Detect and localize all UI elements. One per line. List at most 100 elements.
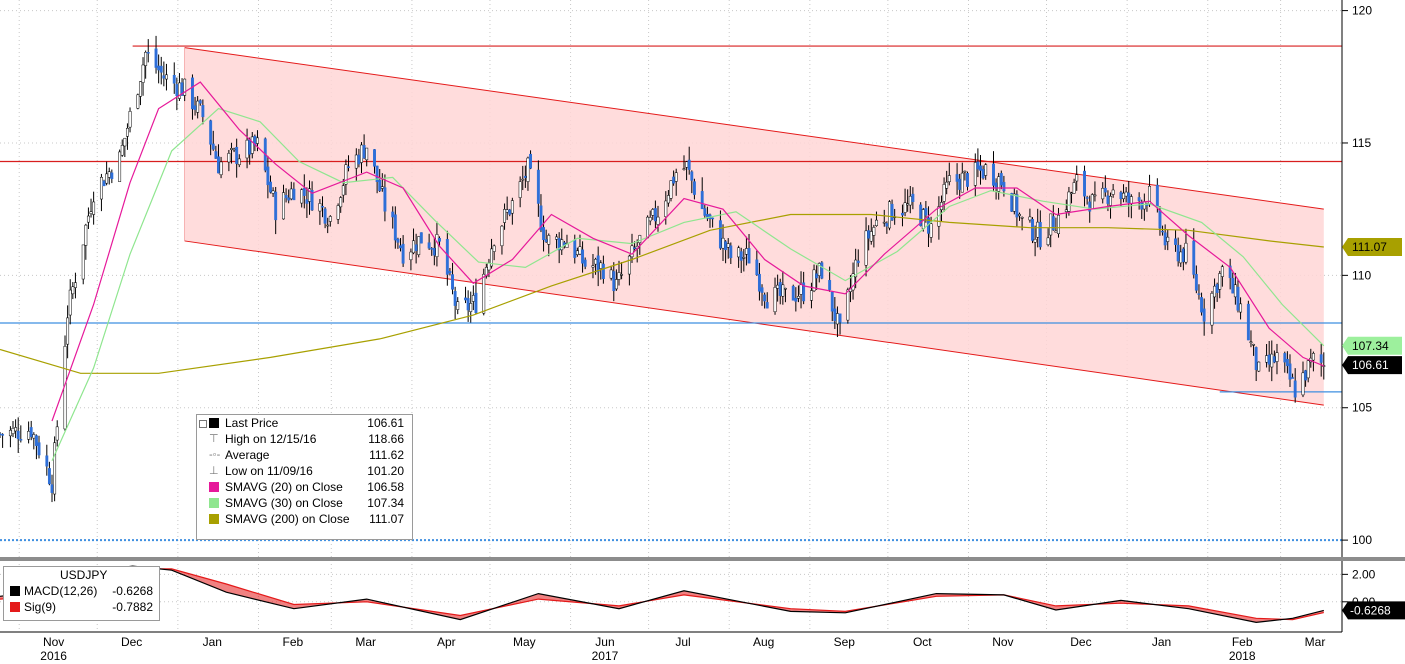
candle-body [412,240,415,254]
candle-body [685,161,689,168]
candle-body [32,434,36,439]
candle-body [560,239,564,251]
x-month-label: Dec [121,635,142,649]
candle-body [854,259,858,278]
candle-body [864,230,868,266]
candle-body [1231,277,1235,294]
candle-body [1275,352,1279,362]
candle-body [765,302,769,309]
candle-body [555,236,559,240]
candle-body [1129,196,1133,205]
candle-body [778,282,782,296]
candle-body [721,237,725,249]
candle-body [653,208,657,222]
candle-body [690,171,694,181]
legend-value: 118.66 [368,432,404,446]
legend-label: Low on 11/09/16 [225,464,313,478]
candle-body [302,188,306,196]
candle-body [1249,341,1253,344]
candle-body [336,205,340,220]
candle-body [110,172,114,180]
candle-body [828,280,832,290]
candle-body [383,187,387,212]
candle-body [651,209,655,216]
candle-body [1218,273,1222,290]
candle-body [118,151,122,182]
candle-body [1051,216,1055,231]
candle-body [1033,238,1037,243]
candle-body [872,227,876,236]
candle-body [617,272,621,280]
candle-body [300,189,304,204]
candle-body [583,259,587,267]
candle-body [1083,170,1086,197]
candle-body [666,195,670,204]
candle-body [1215,284,1219,293]
x-month-label: Oct [913,635,932,649]
candle-body [16,430,20,440]
candle-body [193,105,197,111]
candle-body [656,216,660,225]
legend-glyph-icon: ⊥ [209,465,219,477]
legend-label: SMAVG (30) on Close [225,496,343,510]
candle-body [256,137,259,144]
candle-body [341,185,345,196]
candle-body [474,292,478,313]
candle-body [1283,353,1287,363]
candle-body [1155,184,1159,208]
legend-swatch [209,418,219,428]
candle-body [942,184,946,202]
legend-swatch [209,498,219,508]
candle-body [711,217,715,220]
candle-body [196,100,200,113]
candle-body [856,260,860,264]
candle-body [1140,201,1144,210]
candle-body [601,263,605,279]
candle-body [1106,195,1110,204]
candle-body [1109,196,1112,206]
x-month-label: Feb [283,635,304,649]
candle-body [999,173,1003,186]
candle-body [692,181,696,195]
legend-collapse-icon[interactable] [199,420,207,428]
candle-body [237,158,241,166]
legend-value: 106.61 [367,416,404,430]
candle-body [11,428,15,434]
candle-body [1036,221,1040,238]
candle-body [830,291,834,312]
sig-name: Sig(9) [24,600,57,614]
legend-label: SMAVG (20) on Close [225,480,343,494]
candle-body [159,65,163,73]
candle-body [869,231,873,242]
candle-body [430,248,434,250]
candle-body [99,177,103,200]
candle-body [757,273,761,292]
candle-body [794,297,798,302]
sig-value: -0.7882 [112,600,153,614]
candle-body [846,289,850,321]
candle-body [1124,191,1128,197]
candle-body [432,247,436,256]
candle-body [742,257,746,259]
candle-body [783,287,787,290]
candle-body [34,435,38,446]
candle-body [544,239,548,242]
candle-body [815,273,819,279]
candle-body [68,289,72,316]
candle-body [445,239,449,275]
candle-body [1010,193,1014,212]
macd-legend-row: MACD(12,26) -0.6268 [4,583,159,599]
candle-body [648,217,652,222]
candle-body [1265,355,1269,363]
candle-body [102,180,106,187]
legend-label: SMAVG (200) on Close [225,512,350,526]
candle-body [924,207,928,216]
y-tick-label: 105 [1352,401,1372,415]
candle-body [136,94,140,109]
candle-body [1158,209,1162,229]
candle-body [419,232,423,244]
candle-body [1072,182,1076,194]
price-label-bg [1342,356,1402,375]
candle-body [120,145,124,156]
candle-body [737,247,741,258]
